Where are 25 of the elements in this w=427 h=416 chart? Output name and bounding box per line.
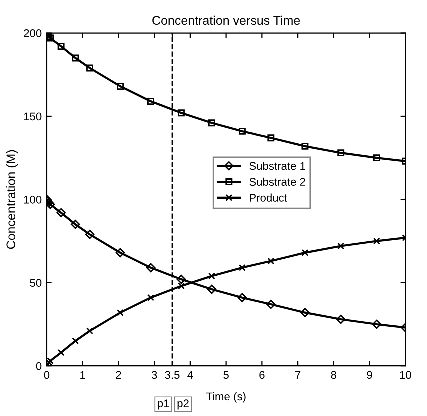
x-tick-label: 4	[188, 371, 194, 379]
x-tick-label: 1	[80, 371, 86, 379]
x-tick-label: 10	[400, 371, 412, 380]
x-tick-label: 3.5	[165, 371, 180, 380]
x-tick-label: 3	[152, 371, 158, 380]
x-tick-label: 6	[260, 371, 265, 380]
x-tick-label: 0	[44, 371, 50, 380]
x-tick-label: 7	[296, 371, 301, 379]
x-tick-label: 9	[367, 371, 372, 380]
x-tick-label: 2	[116, 371, 122, 379]
x-axis-title: Time (s)	[206, 392, 246, 403]
y-tick-label: 150	[24, 112, 42, 121]
text: p2	[178, 400, 189, 410]
y-tick-label: 50	[30, 279, 42, 288]
y-axis-title: Concentration (M)	[6, 150, 18, 250]
x-tick-label: 5	[224, 371, 229, 380]
legend-label: Product	[250, 194, 288, 202]
x-tick-label: 8	[331, 371, 337, 380]
chart-title: Concentration versus Time	[152, 16, 300, 26]
legend-label: Substrate 1	[250, 162, 306, 170]
y-tick-label: 100	[24, 196, 42, 204]
legend-label: Substrate 2	[250, 178, 306, 186]
text: p1	[158, 400, 170, 410]
y-tick-label: 200	[24, 30, 42, 38]
y-tick-label: 0	[36, 362, 42, 370]
